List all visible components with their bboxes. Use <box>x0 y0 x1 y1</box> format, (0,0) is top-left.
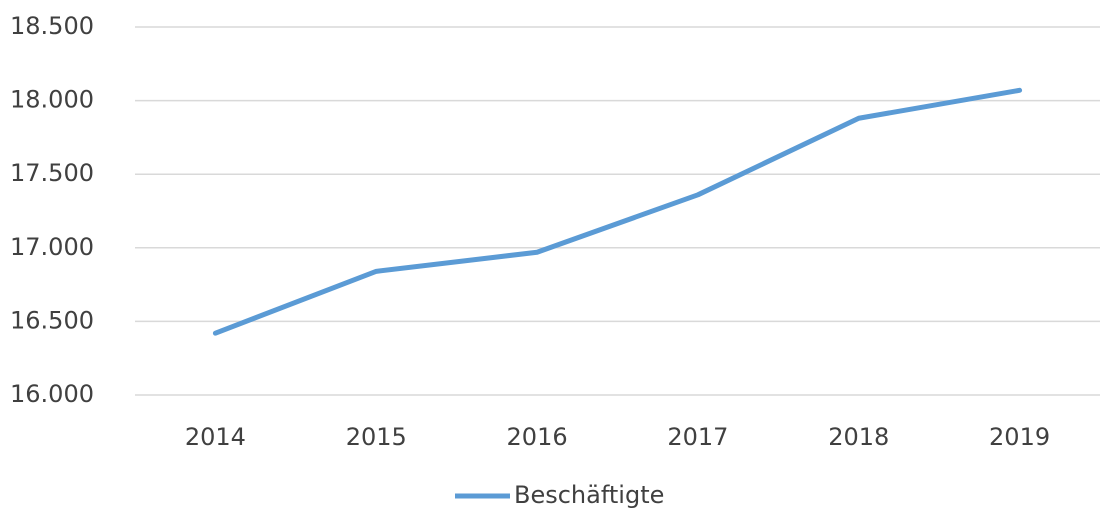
data-line <box>212 87 1023 336</box>
y-tick-label: 18.500 <box>10 12 94 40</box>
x-tick-label: 2016 <box>507 423 568 451</box>
x-tick-label: 2014 <box>185 423 246 451</box>
x-tick-label: 2019 <box>989 423 1050 451</box>
y-tick-label: 16.000 <box>10 380 94 408</box>
x-tick-label: 2017 <box>667 423 728 451</box>
x-tick-label: 2018 <box>828 423 889 451</box>
y-tick-label: 17.000 <box>10 233 94 261</box>
x-tick-label: 2015 <box>346 423 407 451</box>
legend-label: Beschäftigte <box>514 481 664 509</box>
y-tick-label: 18.000 <box>10 86 94 114</box>
y-tick-label: 16.500 <box>10 306 94 334</box>
y-tick-label: 17.500 <box>10 159 94 187</box>
